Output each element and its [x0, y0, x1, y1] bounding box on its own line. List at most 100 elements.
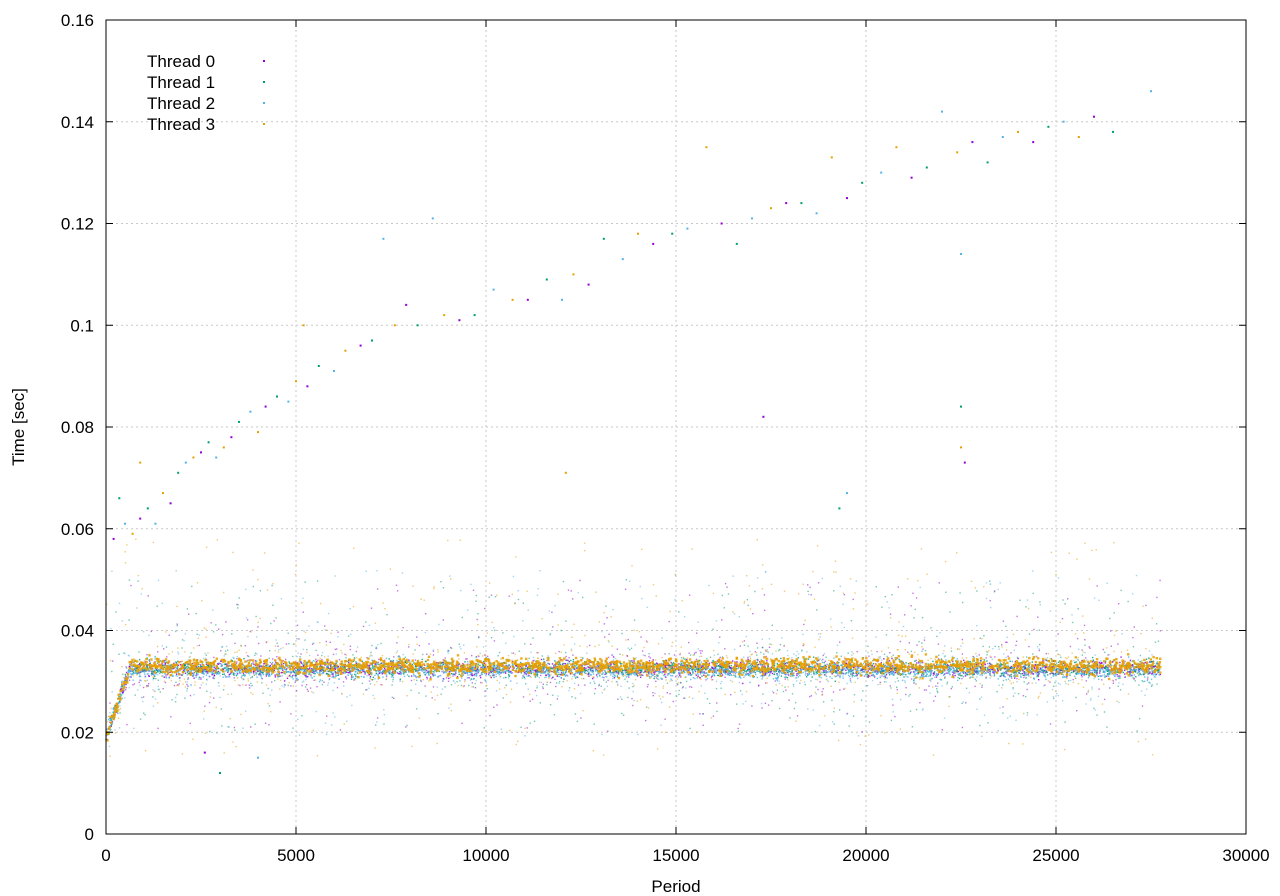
data-point	[645, 719, 647, 722]
data-point	[145, 670, 147, 672]
data-point	[834, 670, 837, 672]
data-point	[252, 662, 254, 664]
data-point	[557, 673, 559, 676]
data-point	[1037, 673, 1039, 676]
data-point	[224, 650, 227, 652]
data-point	[237, 607, 239, 609]
data-point	[425, 695, 427, 697]
data-point	[230, 668, 232, 671]
data-point	[658, 672, 660, 675]
data-point	[1075, 696, 1077, 699]
data-point	[282, 660, 285, 662]
data-point	[362, 670, 364, 673]
data-point	[1025, 606, 1027, 608]
data-point	[1033, 628, 1035, 631]
data-point	[641, 671, 643, 673]
data-point	[330, 664, 332, 666]
data-point	[716, 702, 718, 704]
data-point	[1077, 666, 1079, 668]
data-point	[511, 672, 514, 674]
data-point	[1077, 659, 1079, 661]
data-point	[534, 676, 537, 678]
data-point	[250, 659, 253, 661]
data-point	[688, 641, 690, 644]
data-point	[450, 646, 452, 649]
data-point	[626, 680, 629, 683]
data-point	[695, 666, 697, 669]
data-point	[653, 677, 656, 680]
data-point	[432, 650, 435, 652]
data-point	[460, 684, 463, 687]
data-point	[689, 672, 691, 675]
data-point	[414, 649, 416, 651]
data-point	[591, 667, 593, 669]
data-point	[715, 687, 718, 690]
data-point	[1081, 649, 1083, 651]
data-point	[210, 622, 212, 624]
data-point	[218, 628, 220, 630]
data-point	[217, 671, 219, 673]
data-point	[404, 660, 407, 662]
data-point	[1002, 679, 1005, 682]
data-point	[1119, 675, 1121, 677]
data-point	[746, 599, 749, 601]
data-point	[678, 689, 680, 692]
data-point	[125, 666, 127, 668]
data-point	[312, 642, 315, 644]
data-point	[548, 663, 551, 665]
data-point	[707, 674, 709, 676]
data-point	[274, 676, 276, 678]
data-point	[1110, 645, 1112, 647]
data-point	[396, 590, 399, 592]
data-point	[1119, 668, 1121, 671]
data-point	[664, 653, 666, 655]
data-point	[193, 677, 195, 679]
data-point	[634, 671, 636, 673]
data-point	[843, 594, 846, 596]
data-point	[1053, 685, 1055, 687]
data-point	[399, 671, 401, 673]
data-point	[187, 665, 189, 667]
data-point	[247, 659, 249, 662]
data-point	[1092, 659, 1095, 661]
data-point	[595, 674, 598, 676]
data-point	[1046, 671, 1048, 674]
data-point	[301, 662, 303, 665]
data-point	[519, 661, 522, 664]
data-point	[986, 654, 988, 656]
data-point	[847, 669, 849, 671]
data-point	[231, 660, 233, 662]
data-point	[278, 672, 280, 674]
data-point	[896, 688, 898, 691]
data-point	[463, 685, 465, 687]
data-point	[447, 650, 449, 652]
data-point	[716, 660, 719, 662]
data-point	[880, 667, 882, 669]
data-point	[268, 673, 271, 675]
data-point	[413, 668, 415, 671]
data-point	[966, 674, 969, 676]
data-point	[147, 667, 149, 669]
data-point	[559, 673, 561, 676]
data-point	[766, 664, 769, 667]
data-point	[543, 658, 545, 660]
data-point	[868, 721, 871, 723]
data-point	[1013, 675, 1015, 677]
data-point	[880, 671, 882, 673]
data-point	[722, 666, 725, 668]
data-point	[116, 708, 118, 710]
data-point	[826, 663, 828, 666]
data-point	[924, 670, 926, 672]
data-point	[883, 681, 886, 683]
data-point	[112, 711, 114, 714]
data-point	[706, 657, 708, 660]
data-point	[508, 595, 510, 597]
data-point	[266, 673, 268, 675]
data-point	[819, 658, 821, 660]
data-point	[288, 662, 291, 665]
data-point	[1139, 673, 1141, 675]
data-point	[902, 665, 904, 668]
data-point	[309, 687, 312, 689]
data-point	[535, 670, 538, 672]
data-point	[242, 672, 245, 674]
